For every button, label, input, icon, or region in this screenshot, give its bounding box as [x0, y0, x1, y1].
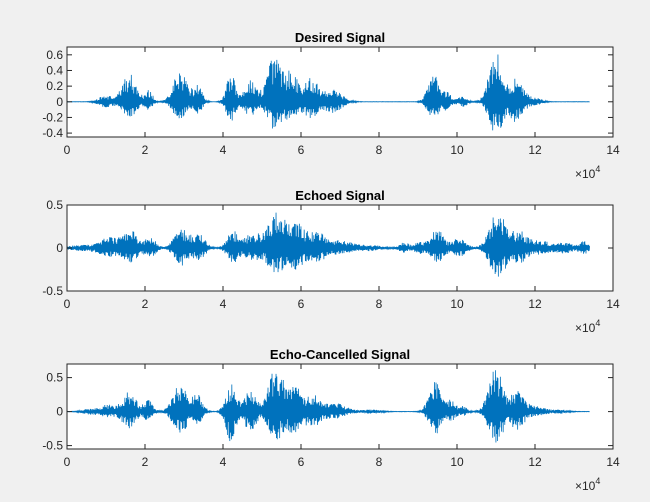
x-exponent-label: ×104 [575, 476, 600, 493]
axes-frame [66, 46, 614, 138]
x-tick-label: 0 [64, 455, 71, 469]
x-tick-label: 8 [376, 297, 383, 311]
y-tick-label: -0.4 [42, 126, 63, 140]
y-tick-label: 0.4 [46, 63, 63, 77]
chart-title: Desired Signal [295, 30, 385, 45]
x-tick-label: 8 [376, 143, 383, 157]
x-tick-label: 10 [450, 297, 464, 311]
chart-title: Echoed Signal [295, 188, 385, 203]
x-tick-label: 4 [220, 455, 227, 469]
x-tick-label: 12 [528, 143, 542, 157]
x-tick-label: 8 [376, 455, 383, 469]
y-tick-label: 0 [56, 405, 63, 419]
axes-frame [66, 363, 614, 450]
x-exponent-base: ×10 [575, 167, 596, 181]
x-tick-label: 14 [606, 143, 620, 157]
y-tick-label: 0.5 [46, 198, 63, 212]
chart-title: Echo-Cancelled Signal [270, 347, 410, 362]
plot-area [66, 46, 614, 138]
x-tick-label: 4 [220, 297, 227, 311]
signal-trace [66, 370, 590, 443]
x-exponent-power: 4 [595, 476, 600, 486]
x-exponent-label: ×104 [575, 164, 600, 181]
x-tick-label: 0 [64, 143, 71, 157]
x-tick-label: 6 [298, 143, 305, 157]
x-tick-label: 10 [450, 455, 464, 469]
x-tick-label: 12 [528, 455, 542, 469]
x-exponent-power: 4 [595, 318, 600, 328]
x-tick-label: 2 [142, 143, 149, 157]
y-tick-label: -0.5 [42, 284, 63, 298]
x-tick-label: 12 [528, 297, 542, 311]
y-tick-label: 0.6 [46, 48, 63, 62]
x-tick-label: 2 [142, 455, 149, 469]
y-tick-label: 0 [56, 241, 63, 255]
x-tick-label: 4 [220, 143, 227, 157]
y-tick-label: -0.5 [42, 439, 63, 453]
x-tick-label: 14 [606, 297, 620, 311]
y-tick-label: -0.2 [42, 110, 63, 124]
y-tick-label: 0.5 [46, 371, 63, 385]
x-tick-label: 2 [142, 297, 149, 311]
signal-trace [66, 54, 590, 131]
x-tick-label: 6 [298, 455, 305, 469]
x-exponent-label: ×104 [575, 318, 600, 335]
x-exponent-power: 4 [595, 164, 600, 174]
signal-trace [66, 212, 590, 277]
y-tick-label: 0 [56, 95, 63, 109]
x-tick-label: 14 [606, 455, 620, 469]
x-exponent-base: ×10 [575, 479, 596, 493]
x-tick-label: 0 [64, 297, 71, 311]
y-tick-label: 0.2 [46, 79, 63, 93]
x-exponent-base: ×10 [575, 321, 596, 335]
x-tick-label: 10 [450, 143, 464, 157]
x-tick-label: 6 [298, 297, 305, 311]
